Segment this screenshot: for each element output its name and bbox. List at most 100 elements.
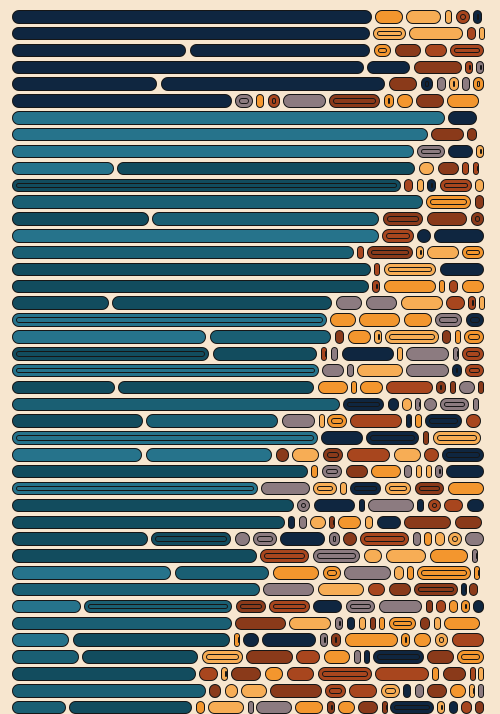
stripe-segment [435,464,443,479]
stripe-segment [469,667,476,681]
stripe-segment [12,431,318,445]
stripe-segment [346,616,356,631]
stripe-segment [468,296,476,310]
stripe-segment [472,161,479,176]
stripe-segment [444,616,480,631]
stripe-segment [328,532,340,546]
stripe-segment [12,566,172,580]
stripe-segment [12,161,114,176]
stripe-segment [358,616,367,631]
stripe-segment [321,464,343,479]
stripe-segment [427,245,459,260]
stripe-segment [383,279,436,294]
stripe-segment [174,566,270,580]
stripe-segment [383,262,437,277]
stripe-segment [414,481,445,496]
stripe-segment [338,515,361,529]
stripe-segment [12,498,294,513]
stripe-segment [406,347,450,361]
stripe-segment [345,599,376,614]
stripe-segment [465,313,485,327]
stripe-segment [373,26,406,41]
stripe-segment [295,700,324,714]
stripe-segment [437,161,459,176]
stripe-segment [199,667,218,681]
stripe-segment [380,684,400,698]
stripe-segment [326,700,335,714]
stripe-segment [12,127,428,142]
stripe-segment [469,582,479,597]
stripe-segment [12,515,285,529]
stripe-segment [145,448,273,462]
stripe-segment [475,700,485,714]
stripe-segment [325,684,346,698]
stripe-segment [367,498,414,513]
stripe-segment [224,684,238,698]
stripe-segment [465,532,485,546]
stripe-segment [385,330,439,344]
stripe-segment [235,616,286,631]
stripe-segment [434,229,485,243]
stripe-segment [372,650,424,664]
stripe-segment [12,94,232,108]
stripe-segment [343,397,385,412]
stripe-segment [329,94,381,108]
stripe-segment [322,448,344,462]
stripe-segment [387,397,399,412]
stripe-segment [394,566,404,580]
stripe-segment [375,10,403,24]
stripe-segment [12,380,115,395]
stripe-segment [446,464,485,479]
stripe-segment [12,532,148,546]
stripe-segment [246,650,293,664]
stripe-segment [260,549,310,563]
stripe-segment [424,43,447,58]
stripe-segment [312,549,361,563]
stripe-segment [450,43,485,58]
stripe-segment [414,582,458,597]
stripe-segment [329,515,336,529]
stripe-segment [429,549,469,563]
stripe-segment [288,515,296,529]
stripe-segment [340,481,347,496]
stripe-segment [345,464,368,479]
stripe-segment [402,397,412,412]
stripe-segment [473,77,485,91]
stripe-segment [382,229,414,243]
stripe-segment [476,60,485,75]
stripe-segment [436,599,446,614]
stripe-segment [12,397,340,412]
stripe-segment [427,684,447,698]
stripe-segment [12,262,371,277]
stripe-segment [282,414,316,428]
stripe-segment [12,144,414,159]
stripe-segment [417,144,445,159]
stripe-segment [12,363,319,378]
stripe-segment [442,667,467,681]
stripe-segment [256,700,292,714]
stripe-segment [448,144,473,159]
stripe-segment [321,431,363,445]
stripe-segment [236,599,266,614]
stripe-segment [331,633,342,647]
stripe-segment [12,700,66,714]
stripe-segment [12,667,196,681]
stripe-segment [12,212,149,226]
stripe-segment [478,667,485,681]
stripe-segment [276,448,289,462]
stripe-segment [338,700,355,714]
stripe-segment [407,566,414,580]
stripe-segment [366,431,420,445]
stripe-segment [360,380,383,395]
stripe-segment [435,532,445,546]
stripe-segment [476,144,485,159]
stripe-segment [425,464,432,479]
stripe-segment [208,700,245,714]
stripe-segment [389,700,434,714]
stripe-segment [292,448,319,462]
stripe-segment [270,684,322,698]
stripe-segment [296,650,321,664]
stripe-segment [474,566,481,580]
stripe-segment [414,414,422,428]
